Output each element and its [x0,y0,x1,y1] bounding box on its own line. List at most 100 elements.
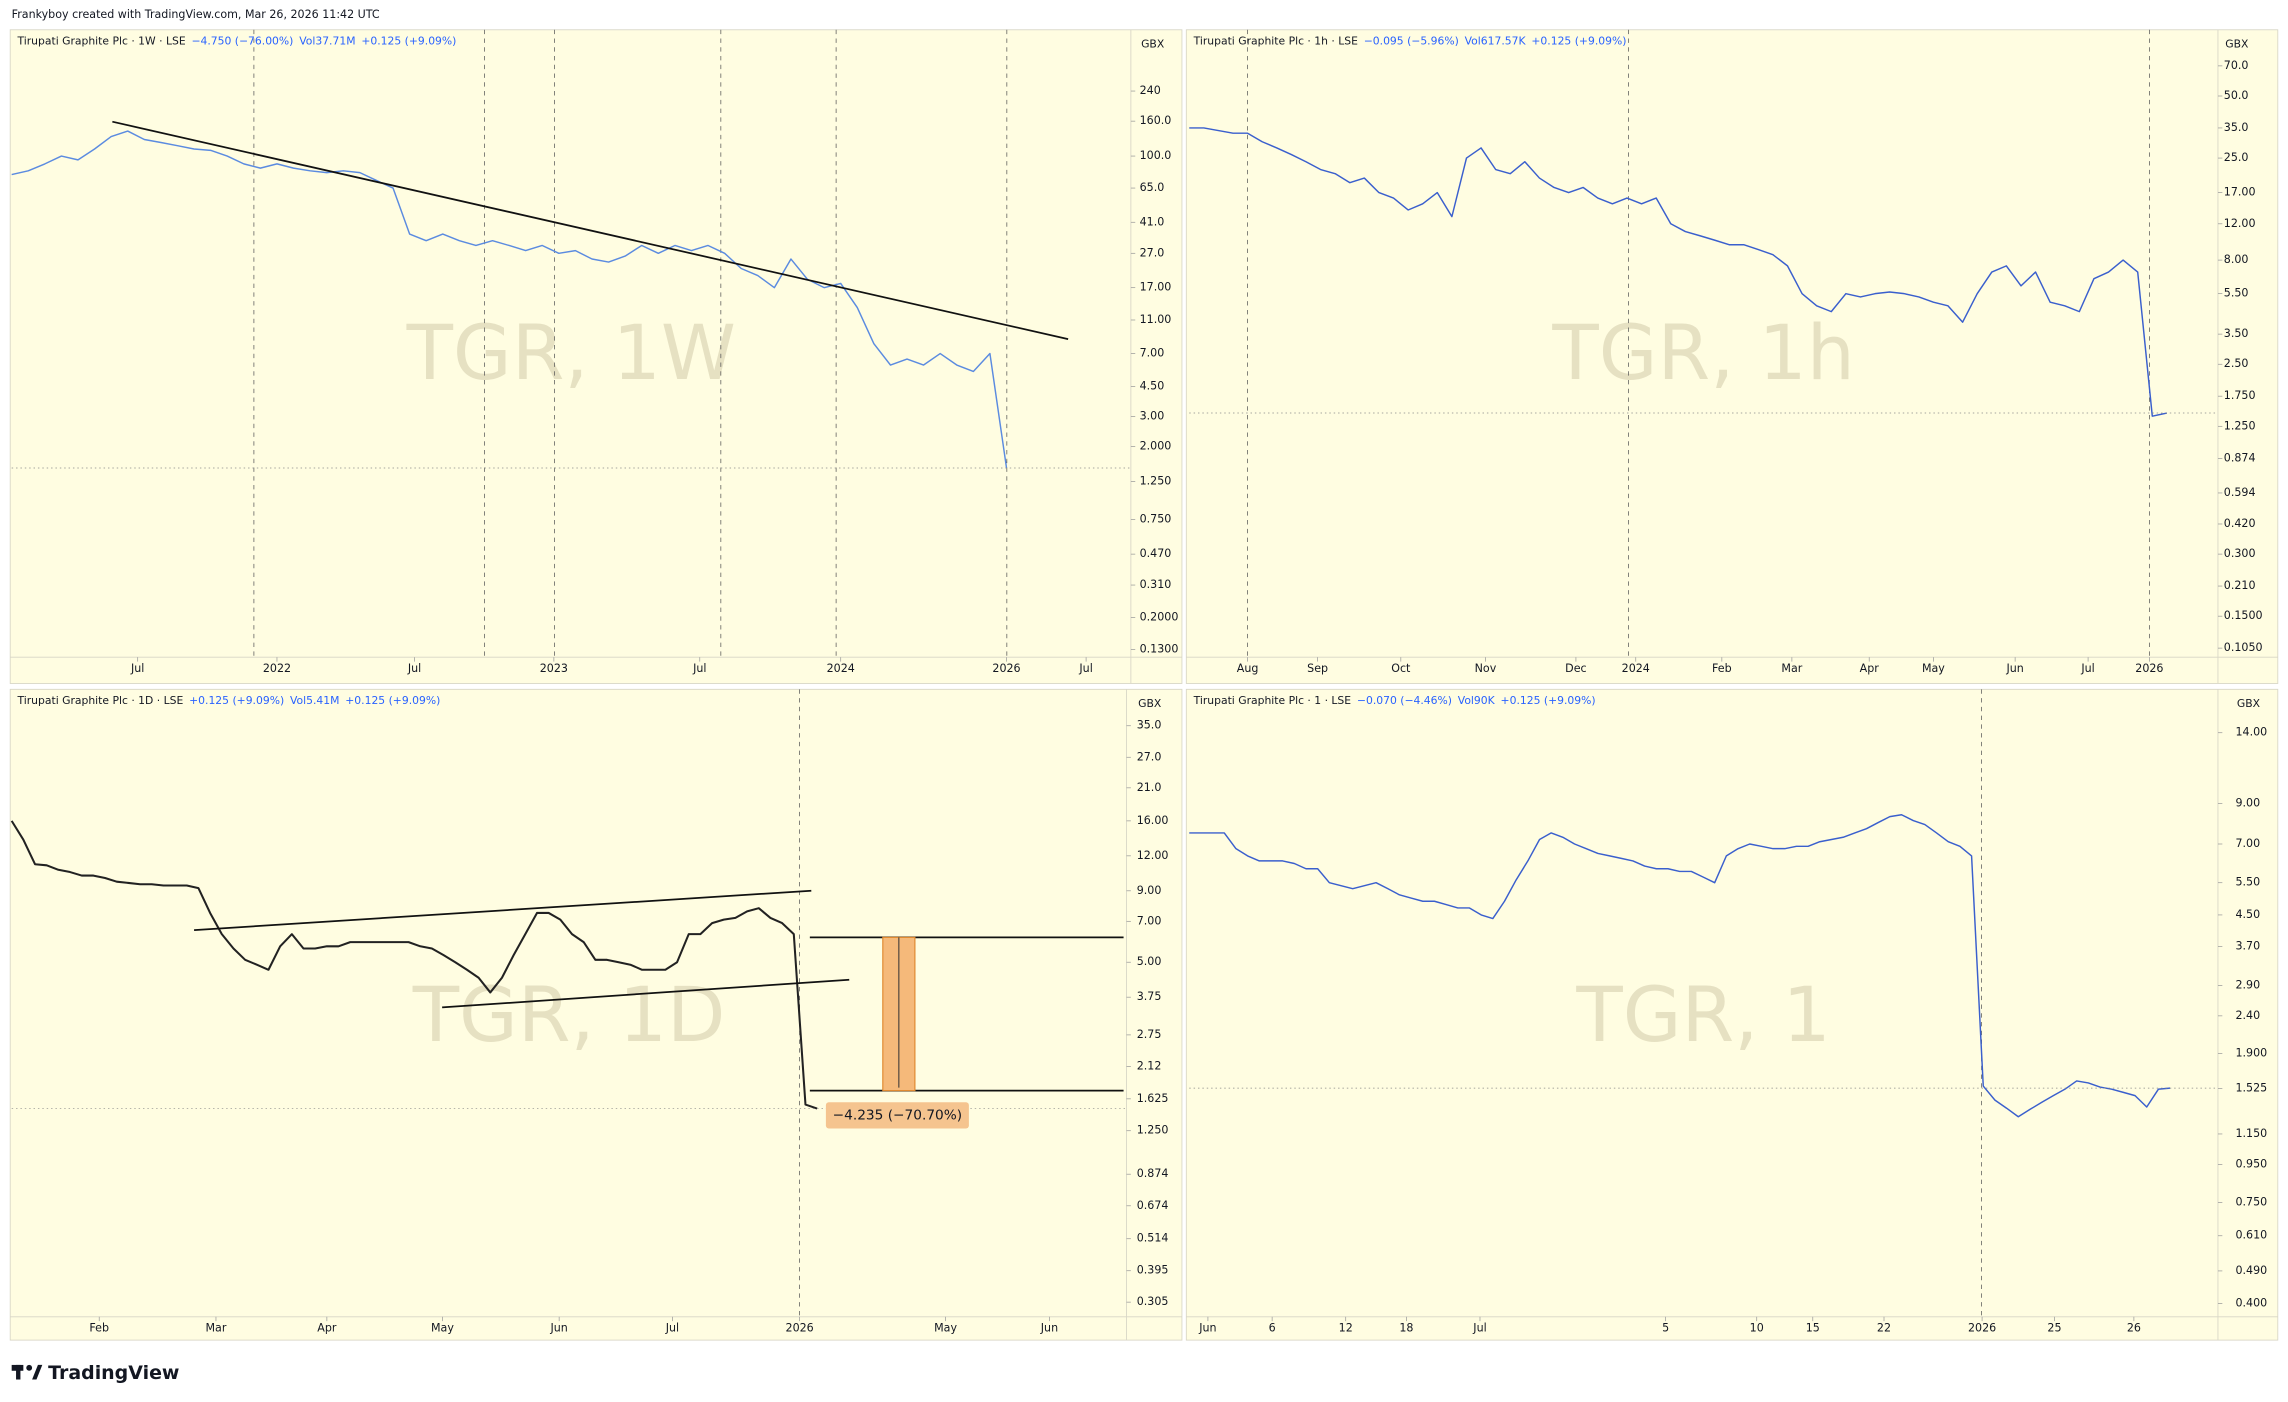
y-tick-label: 0.420 [2224,517,2256,530]
x-tick-label: Feb [1712,662,1732,675]
x-tick-label: 2023 [540,662,568,675]
y-tick-label: 50.0 [2224,89,2249,102]
y-tick-label: 3.70 [2235,939,2260,952]
x-tick-label: 10 [1750,1321,1764,1334]
y-tick-label: 0.514 [1137,1232,1169,1245]
y-tick-label: 0.1500 [2224,609,2263,622]
x-tick-label: 22 [1877,1321,1891,1334]
trend-line [112,120,1069,340]
y-tick-label: 1.250 [2224,419,2256,432]
x-tick-label: 2026 [1968,1321,1996,1334]
legend-item: +0.125 (+9.09%) [345,694,440,707]
measure-label-box [825,1102,969,1129]
x-tick-label: 2026 [786,1321,814,1334]
trend-line [442,978,850,1009]
legend-item: −0.095 (−5.96%) [1364,34,1459,47]
x-tick-label: Jul [1472,1321,1486,1334]
y-tick-label: 0.674 [1137,1199,1169,1212]
x-tick-label: Jun [2005,662,2023,675]
legend-item: Vol90K [1458,694,1496,707]
y-tick-label: 16.00 [1137,814,1169,827]
price-line [11,130,1008,469]
legend-item: +0.125 (+9.09%) [361,34,456,47]
x-tick-label: Aug [1237,662,1259,675]
y-tick-label: 0.1300 [1140,643,1179,656]
legend-item: Vol37.71M [299,34,355,47]
x-tick-label: Dec [1565,662,1586,675]
y-tick-label: 41.0 [1140,215,1165,228]
x-tick-label: May [934,1321,957,1334]
y-tick-label: 1.625 [1137,1092,1169,1105]
y-tick-label: 0.874 [2224,451,2256,464]
y-tick-label: 1.900 [2235,1046,2267,1059]
y-tick-label: 7.00 [1137,914,1162,927]
y-tick-label: 2.40 [2235,1009,2260,1022]
watermark: TGR, 1W [406,309,736,397]
y-tick-label: 4.50 [2235,908,2260,921]
x-tick-label: 5 [1662,1321,1669,1334]
y-tick-label: 0.310 [1140,578,1172,591]
y-tick-label: 7.00 [2235,837,2260,850]
x-tick-label: Mar [206,1321,227,1334]
y-tick-label: 0.950 [2235,1158,2267,1171]
legend-item: Tirupati Graphite Plc · 1h · LSE [1193,34,1358,47]
y-tick-label: 0.400 [2235,1296,2267,1309]
legend-item: Tirupati Graphite Plc · 1D · LSE [17,694,184,707]
legend-item: Tirupati Graphite Plc · 1 · LSE [1193,694,1352,707]
y-tick-label: 0.395 [1137,1264,1169,1277]
y-tick-label: 11.00 [1140,313,1172,326]
watermark: TGR, 1h [1551,309,1854,397]
legend-item: −4.750 (−76.00%) [191,34,293,47]
trend-line [194,889,812,931]
x-tick-label: Apr [317,1321,337,1334]
price-line [10,820,818,1110]
y-tick-label: 5.50 [2224,287,2249,300]
y-tick-label: 70.0 [2224,59,2249,72]
x-tick-label: Jul [407,662,421,675]
y-tick-label: 2.50 [2224,357,2249,370]
y-tick-label: 2.75 [1137,1028,1162,1041]
x-tick-label: Jul [692,662,706,675]
legend-item: +0.125 (+9.09%) [189,694,284,707]
x-tick-label: 2026 [2135,662,2163,675]
y-tick-label: 17.00 [2224,186,2256,199]
y-tick-label: 0.2000 [1140,611,1179,624]
y-tick-label: 2.000 [1140,440,1172,453]
tv-logo [11,1364,43,1380]
y-tick-label: 65.0 [1140,181,1165,194]
y-tick-label: 21.0 [1137,781,1162,794]
y-tick-label: 12.00 [2224,217,2256,230]
y-tick-label: 0.594 [2224,486,2256,499]
x-tick-label: 18 [1399,1321,1413,1334]
y-tick-label: 27.0 [1140,246,1165,259]
legend-item: +0.125 (+9.09%) [1501,694,1596,707]
y-tick-label: 1.250 [1137,1124,1169,1137]
x-tick-label: Jul [665,1321,679,1334]
x-tick-label: Jun [550,1321,568,1334]
y-tick-label: 240 [1140,84,1161,97]
y-tick-label: 8.00 [2224,253,2249,266]
x-tick-label: 2024 [1622,662,1650,675]
y-tick-label: 0.490 [2235,1264,2267,1277]
x-tick-label: Jun [1198,1321,1216,1334]
y-tick-label: 2.12 [1137,1060,1162,1073]
currency-label: GBX [1138,697,1162,710]
x-tick-label: Sep [1307,662,1328,675]
y-tick-label: 3.50 [2224,327,2249,340]
x-tick-label: Apr [1860,662,1880,675]
x-tick-label: Oct [1391,662,1411,675]
legend: Tirupati Graphite Plc · 1D · LSE +0.125 (… [17,694,441,707]
y-tick-label: 1.750 [2224,389,2256,402]
panel [9,688,1183,1341]
x-tick-label: 25 [2047,1321,2061,1334]
y-tick-label: 35.0 [1137,719,1162,732]
price-line [1189,127,2168,417]
x-tick-label: 12 [1339,1321,1353,1334]
y-tick-label: 17.00 [1140,281,1172,294]
legend-item: +0.125 (+9.09%) [1531,34,1626,47]
x-tick-label: 15 [1806,1321,1820,1334]
y-tick-label: 0.305 [1137,1295,1169,1308]
y-tick-label: 4.50 [1140,379,1165,392]
header: Frankyboy created with TradingView.com, … [12,8,380,21]
